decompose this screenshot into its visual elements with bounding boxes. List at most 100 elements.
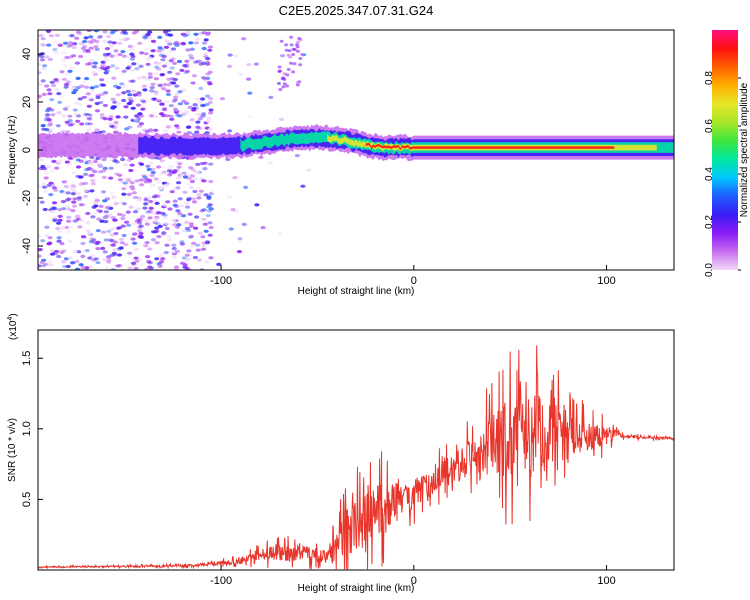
noise-dot [175, 72, 181, 76]
noise-dot [72, 108, 78, 112]
noise-dot [49, 209, 55, 214]
noise-dot [154, 257, 160, 261]
noise-dot [57, 43, 63, 47]
noise-dot [188, 186, 195, 190]
noise-dot [125, 89, 131, 93]
noise-dot [126, 178, 132, 182]
noise-dot [188, 224, 195, 229]
noise-dot [146, 196, 152, 200]
snr-x-ticks: -100 0 100 [210, 565, 616, 587]
noise-dot [80, 84, 86, 88]
noise-dot [121, 69, 127, 73]
noise-dot [195, 112, 201, 116]
noise-dot [130, 44, 136, 48]
noise-dot [71, 189, 77, 193]
noise-dot [156, 67, 162, 71]
noise-dot [66, 229, 72, 234]
noise-dot [104, 206, 111, 210]
noise-dot [102, 39, 108, 43]
noise-dot [84, 85, 90, 89]
noise-dot [279, 54, 286, 58]
noise-dot [100, 246, 106, 250]
noise-dot [69, 122, 75, 126]
noise-dot [208, 256, 214, 260]
noise-dot [173, 106, 179, 110]
noise-dot [130, 187, 136, 191]
noise-dot [204, 240, 211, 244]
noise-dot [138, 231, 144, 236]
noise-dot [143, 202, 149, 206]
y-tick-label: 40 [21, 48, 33, 60]
noise-dot [149, 86, 155, 90]
noise-dot [94, 198, 100, 202]
noise-dot [258, 155, 264, 159]
noise-dot [57, 218, 63, 222]
noise-dot [296, 40, 300, 44]
noise-dot [40, 264, 46, 268]
noise-dot [110, 30, 116, 34]
noise-dot [44, 55, 50, 59]
noise-dot [268, 95, 274, 99]
noise-dot [102, 117, 108, 121]
noise-dot [121, 98, 127, 103]
noise-dot [184, 266, 190, 270]
noise-dot [153, 128, 159, 132]
noise-dot [120, 50, 126, 54]
noise-dot [68, 225, 74, 229]
noise-dot [133, 266, 139, 270]
noise-dot [60, 226, 66, 230]
noise-dot [102, 53, 108, 57]
noise-dot [131, 62, 137, 66]
noise-dot [131, 191, 137, 195]
noise-dot [154, 216, 160, 220]
noise-dot [165, 100, 171, 104]
noise-dot [40, 43, 46, 47]
noise-dot [104, 47, 110, 51]
noise-dot [167, 33, 174, 37]
noise-dot [84, 77, 90, 81]
noise-dot [66, 207, 72, 211]
noise-dot [202, 77, 208, 81]
spectrogram-ridge [38, 124, 674, 162]
noise-dot [157, 35, 163, 39]
noise-dot [56, 92, 62, 96]
noise-dot [181, 229, 187, 233]
noise-dot [156, 61, 162, 65]
noise-dot [147, 209, 153, 213]
noise-dot [102, 199, 108, 203]
noise-dot [65, 130, 71, 134]
noise-dot [41, 127, 47, 131]
noise-dot [207, 48, 213, 52]
noise-dot [147, 75, 153, 79]
noise-dot [177, 114, 183, 118]
noise-dot [140, 99, 146, 103]
noise-dot [276, 82, 281, 85]
noise-dot [295, 83, 300, 87]
noise-dot [148, 266, 154, 270]
noise-dot [103, 91, 109, 95]
noise-dot [134, 114, 140, 118]
noise-dot [136, 124, 143, 128]
noise-dot [96, 217, 102, 221]
noise-dot [139, 114, 145, 118]
noise-dot [189, 56, 195, 60]
noise-dot [176, 59, 183, 64]
noise-dot [139, 162, 145, 166]
snr-x-label: Height of straight line (km) [298, 583, 415, 594]
noise-dot [59, 95, 65, 99]
noise-dot [185, 257, 191, 261]
noise-dot [199, 114, 205, 118]
noise-dot [153, 115, 159, 119]
noise-dot [165, 125, 171, 129]
noise-dot [115, 102, 121, 107]
noise-dot [145, 62, 151, 66]
noise-dot [205, 119, 211, 124]
noise-dot [154, 201, 160, 205]
noise-dot [143, 244, 149, 248]
noise-dot [171, 81, 177, 85]
noise-dot [121, 84, 127, 88]
x-tick-label: 100 [597, 575, 615, 587]
noise-dot [208, 162, 214, 166]
noise-dot [187, 105, 193, 109]
noise-dot [41, 92, 47, 96]
